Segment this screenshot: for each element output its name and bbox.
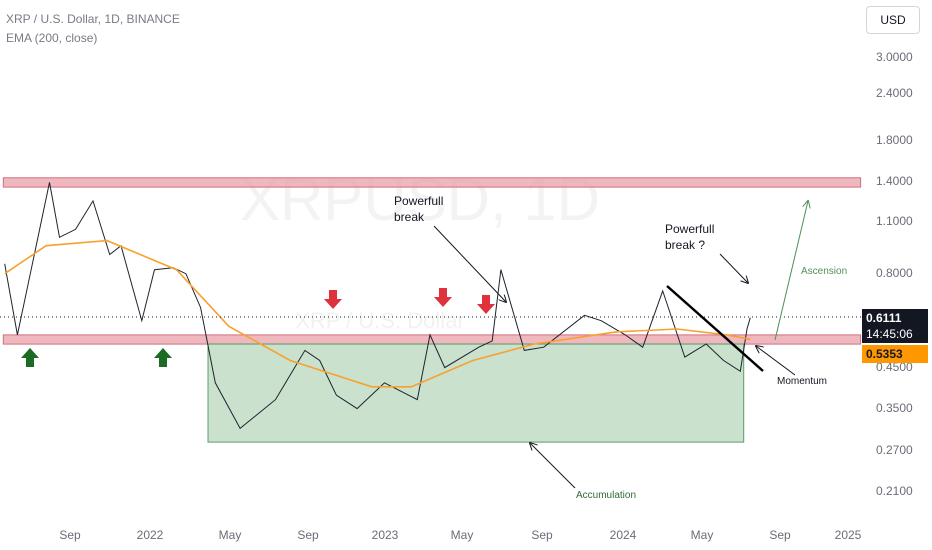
indicator-title: EMA (200, close) [6, 31, 98, 45]
currency-button[interactable]: USD [866, 6, 920, 34]
y-tick-label: 0.3500 [876, 400, 913, 415]
price-series [4, 182, 751, 430]
x-tick-label: 2022 [136, 528, 164, 542]
y-tick-label: 1.1000 [876, 213, 913, 228]
trendline [666, 285, 764, 372]
watermark-subtitle: XRP / U.S. Dollar [295, 308, 465, 333]
arrow-up-icon [21, 348, 39, 367]
ascension-arrow [774, 201, 808, 341]
x-tick-label: Sep [769, 528, 791, 542]
annotation-momentum: Momentum [777, 376, 827, 387]
current-price-value: 0.6111 [866, 311, 902, 325]
watermark-ticker: XRPUSD, 1D [240, 166, 600, 233]
y-tick-label: 1.4000 [876, 174, 913, 189]
current-price-tag: 0.6111 14:45:06 [862, 309, 928, 343]
annotation-powerfull-break-question: Powerfull break ? [665, 222, 718, 252]
x-tick-label: 2024 [609, 528, 637, 542]
y-tick-label: 2.4000 [876, 86, 913, 101]
x-tick-label: May [450, 528, 474, 542]
countdown-value: 14:45:06 [866, 327, 913, 341]
annotation-pointer [719, 253, 748, 283]
y-tick-label: 3.0000 [876, 50, 913, 64]
annotation-pointer [433, 225, 506, 302]
y-tick-label: 0.2100 [876, 484, 913, 498]
annotation-powerfull-break: Powerfull break [394, 194, 447, 224]
arrow-down-icon [324, 290, 342, 309]
annotation-pointer [530, 443, 576, 489]
annotation-ascension: Ascension [801, 266, 847, 277]
x-tick-label: 2025 [834, 528, 862, 542]
x-tick-label: Sep [531, 528, 553, 542]
arrow-down-icon [434, 288, 452, 307]
x-tick-label: Sep [297, 528, 319, 542]
x-tick-label: May [690, 528, 714, 542]
ema-price-tag: 0.5353 [862, 345, 928, 363]
x-tick-label: Sep [59, 528, 81, 542]
y-tick-label: 0.4500 [876, 359, 913, 374]
ema-series [4, 239, 751, 388]
resistance-zone [2, 177, 862, 188]
symbol-title: XRP / U.S. Dollar, 1D, BINANCE [6, 12, 180, 26]
y-tick-label: 0.8000 [876, 265, 913, 280]
arrow-down-icon [477, 295, 495, 314]
y-tick-label: 1.8000 [876, 133, 913, 148]
x-tick-label: May [218, 528, 242, 542]
annotation-pointer [756, 346, 796, 376]
y-tick-label: 0.2700 [876, 443, 913, 457]
x-tick-label: 2023 [371, 528, 399, 542]
chart-legend: XRP / U.S. Dollar, 1D, BINANCE EMA (200,… [6, 10, 180, 48]
arrow-up-icon [154, 348, 172, 367]
annotation-accumulation: Accumulation [576, 490, 636, 501]
